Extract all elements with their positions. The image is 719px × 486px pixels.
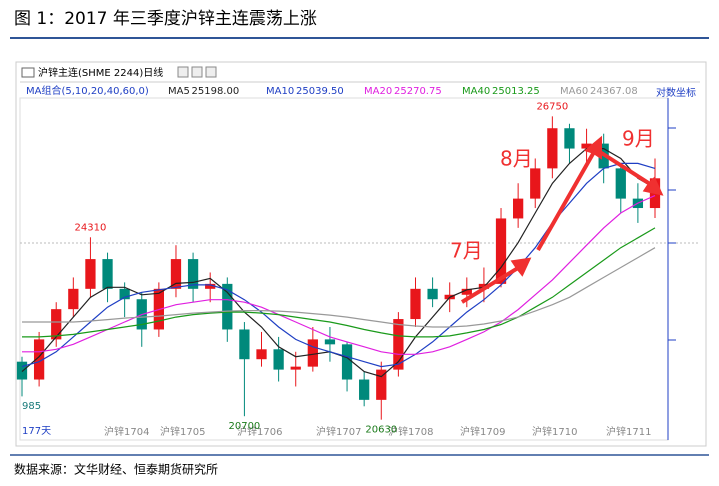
candle-body	[205, 283, 216, 289]
candle-body	[170, 259, 182, 289]
candle-body	[341, 344, 353, 380]
x-tick-label: 沪锌1705	[160, 425, 205, 438]
candle-body	[427, 288, 438, 300]
candle-body	[376, 369, 387, 400]
x-tick-label: 沪锌1707	[316, 425, 361, 438]
legend-value: 24367.08	[590, 86, 638, 97]
candle-body	[324, 339, 336, 345]
toolbar-button[interactable]	[191, 66, 203, 78]
candle-body	[33, 339, 45, 380]
candle-body	[273, 349, 284, 370]
ma-line	[22, 227, 656, 338]
toolbar-icon	[21, 67, 35, 78]
arrow	[536, 135, 602, 251]
price-label: 24310	[75, 222, 107, 233]
ma-line	[22, 247, 656, 328]
candle-body	[256, 349, 267, 360]
legend-value: 25198.00	[192, 86, 240, 97]
candle-body	[222, 283, 233, 330]
candle-body	[68, 288, 79, 310]
legend-value: 25270.75	[394, 86, 442, 97]
legend-name: MA60	[560, 86, 588, 97]
price-label: 20700	[228, 421, 260, 432]
x-tick-label: 沪锌1711	[606, 425, 651, 438]
annotation: 7月	[450, 239, 483, 263]
toolbar-title: 沪锌主连(SHME 2244)日线	[38, 66, 163, 79]
candle-body	[119, 288, 130, 300]
candle-body	[239, 329, 250, 360]
legend-value: 25013.25	[492, 86, 540, 97]
candle-body	[513, 198, 524, 219]
candle-body	[530, 168, 541, 199]
candle-body	[51, 309, 62, 340]
legend-name: MA40	[462, 86, 490, 97]
candle-body	[615, 168, 626, 199]
annotation: 9月	[622, 127, 655, 151]
candle-body	[85, 259, 96, 289]
price-label: 26750	[536, 101, 568, 112]
arrow	[460, 257, 532, 304]
cut-label: 985	[22, 401, 41, 412]
candle-body	[393, 319, 404, 370]
x-tick-label: 沪锌1709	[460, 425, 505, 438]
candle-body	[359, 379, 370, 400]
legend-value: 25039.50	[296, 86, 344, 97]
price-label: 20630	[365, 425, 397, 436]
source: 数据来源：文华财经、恒泰期货研究所	[14, 462, 218, 477]
candle-body	[581, 143, 592, 149]
candle-body	[290, 366, 301, 370]
ma-line	[22, 195, 656, 355]
ma-group: MA组合(5,10,20,40,60,0)	[26, 84, 149, 97]
candle-body	[461, 288, 472, 295]
candle-body	[187, 259, 199, 289]
chart-frame	[15, 61, 707, 447]
toolbar-button[interactable]	[205, 66, 217, 78]
toolbar-button[interactable]	[177, 66, 189, 78]
candle-body	[102, 259, 113, 289]
legend-name: MA20	[364, 86, 392, 97]
candle-body	[478, 283, 490, 289]
x-tick-label: 沪锌1704	[104, 425, 149, 438]
x-tick-label: 沪锌1710	[532, 425, 577, 438]
trend-arrows	[460, 135, 664, 304]
legend-name: MA10	[266, 86, 294, 97]
x-tick-label: 沪锌1706	[237, 425, 282, 438]
candle-body	[16, 361, 28, 380]
candle-body	[307, 339, 318, 367]
days-label: 177天	[22, 426, 51, 437]
legend-name: MA5	[168, 86, 190, 97]
candle-body	[547, 128, 558, 169]
scale-note: 对数坐标	[656, 86, 696, 99]
arrow	[598, 150, 664, 196]
candle-body	[495, 218, 507, 284]
candle-body	[410, 288, 421, 320]
candle-body	[564, 128, 575, 149]
x-tick-label: 沪锌1708	[388, 425, 433, 438]
title: 图 1：2017 年三季度沪锌主连震荡上涨	[14, 9, 317, 29]
annotation: 8月	[500, 147, 533, 171]
